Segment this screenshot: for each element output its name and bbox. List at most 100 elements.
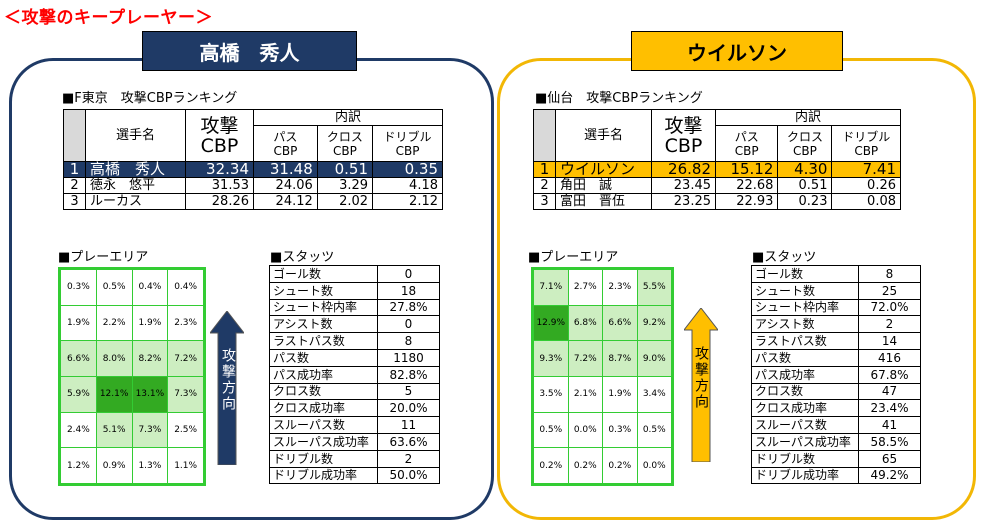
header-breakdown: 内訳 <box>715 109 901 126</box>
stat-value: 11 <box>377 416 440 434</box>
header-pass-cbp: パス CBP <box>253 125 318 162</box>
stats-row: アシスト数 2 <box>751 315 921 334</box>
right-stats-title: ■スタッツ <box>752 250 817 265</box>
play-area-cell: 0.5% <box>95 269 133 306</box>
play-area-cell: 2.3% <box>167 304 204 342</box>
header-player: 選手名 <box>555 109 652 162</box>
stat-value: 5 <box>377 382 440 401</box>
play-area-row: 1.2% 0.9% 1.3% 1.1% <box>60 447 204 484</box>
play-area-row: 2.4% 5.1% 7.3% 2.5% <box>60 411 204 449</box>
play-area-cell: 3.5% <box>533 375 569 413</box>
stats-row: ゴール数 8 <box>751 265 921 283</box>
stat-label: ゴール数 <box>269 265 378 283</box>
stat-value: 20.0% <box>377 399 440 418</box>
stat-label: ゴール数 <box>751 265 859 283</box>
stats-row: クロス数 5 <box>269 382 440 401</box>
left-attack-direction-arrow <box>210 311 244 465</box>
left-stats-title: ■スタッツ <box>270 250 335 265</box>
stat-value: 8 <box>377 332 440 350</box>
stat-label: クロス数 <box>269 382 378 401</box>
play-area-cell: 2.3% <box>602 269 638 306</box>
stats-row: ラストパス数 8 <box>269 332 440 350</box>
play-area-cell: 7.1% <box>533 269 569 306</box>
header-pass-cbp: パス CBP <box>714 125 779 162</box>
stat-value: 67.8% <box>858 365 921 384</box>
stat-value: 416 <box>858 348 921 367</box>
left-stats-table: ゴール数 0 シュート数 18 シュート枠内率 27.8% アシスト数 0 ラストパス数 8 パス数… <box>269 265 440 485</box>
play-area-cell: 0.3% <box>602 411 638 449</box>
stats-row: ドリブル数 2 <box>269 449 440 468</box>
table-row: 1 ウイルソン 26.82 15.12 4.30 7.41 <box>533 161 901 178</box>
stat-label: ドリブル成功率 <box>751 466 859 485</box>
stat-value: 23.4% <box>858 399 921 418</box>
stats-row: パス成功率 82.8% <box>269 365 440 384</box>
play-area-row: 0.2% 0.2% 0.2% 0.0% <box>533 447 672 484</box>
stat-label: パス成功率 <box>269 365 378 384</box>
play-area-cell: 0.2% <box>602 447 638 484</box>
stat-label: スルーパス成功率 <box>269 432 378 451</box>
play-area-cell: 0.2% <box>533 447 569 484</box>
play-area-cell: 1.1% <box>167 447 204 484</box>
play-area-row: 0.5% 0.0% 0.3% 0.5% <box>533 411 672 449</box>
play-area-cell: 0.2% <box>567 447 603 484</box>
play-area-cell: 13.1% <box>131 375 169 413</box>
header-dribble-cbp: ドリブル CBP <box>831 125 901 162</box>
play-area-cell: 12.1% <box>95 375 133 413</box>
stats-row: スルーパス数 41 <box>751 416 921 434</box>
play-area-row: 1.9% 2.2% 1.9% 2.3% <box>60 304 204 342</box>
stat-label: パス数 <box>751 348 859 367</box>
table-row: 3 富田 晋伍 23.25 22.93 0.23 0.08 <box>533 193 901 210</box>
play-area-cell: 5.1% <box>95 411 133 449</box>
stat-value: 0 <box>377 265 440 283</box>
play-area-row: 6.6% 8.0% 8.2% 7.2% <box>60 340 204 377</box>
play-area-cell: 0.4% <box>131 269 169 306</box>
play-area-row: 0.3% 0.5% 0.4% 0.4% <box>60 269 204 306</box>
stats-row: シュート数 25 <box>751 281 921 300</box>
right-ranking-title: ■仙台 攻撃CBPランキング <box>535 91 703 106</box>
stat-label: シュート枠内率 <box>751 298 859 317</box>
stat-label: シュート数 <box>269 281 378 300</box>
play-area-cell: 2.7% <box>567 269 603 306</box>
stat-value: 65 <box>858 449 921 468</box>
right-stats-table: ゴール数 8 シュート数 25 シュート枠内率 72.0% アシスト数 2 ラストパス数 14 パス… <box>751 265 921 485</box>
play-area-row: 12.9% 6.8% 6.6% 9.2% <box>533 304 672 342</box>
play-area-cell: 8.7% <box>602 340 638 377</box>
play-area-cell: 1.9% <box>60 304 97 342</box>
stat-value: 58.5% <box>858 432 921 451</box>
header-attack-cbp: 攻撃 CBP <box>651 109 716 162</box>
stat-value: 14 <box>858 332 921 350</box>
play-area-cell: 5.9% <box>60 375 97 413</box>
stat-label: スルーパス成功率 <box>751 432 859 451</box>
stats-row: クロス数 47 <box>751 382 921 401</box>
stats-row: ドリブル数 65 <box>751 449 921 468</box>
header-attack-cbp: 攻撃 CBP <box>185 109 254 162</box>
play-area-cell: 0.3% <box>60 269 97 306</box>
play-area-cell: 1.3% <box>131 447 169 484</box>
left-arrow-label: 攻撃方向 <box>220 348 236 412</box>
stat-label: ドリブル成功率 <box>269 466 378 485</box>
stat-value: 27.8% <box>377 298 440 317</box>
stat-label: パス数 <box>269 348 378 367</box>
play-area-cell: 0.5% <box>533 411 569 449</box>
stat-label: ラストパス数 <box>269 332 378 350</box>
stat-label: クロス数 <box>751 382 859 401</box>
play-area-cell: 9.3% <box>533 340 569 377</box>
stats-row: クロス成功率 23.4% <box>751 399 921 418</box>
play-area-cell: 0.9% <box>95 447 133 484</box>
header-cross-cbp: クロス CBP <box>316 125 374 162</box>
stats-row: スルーパス成功率 58.5% <box>751 432 921 451</box>
play-area-cell: 2.5% <box>167 411 204 449</box>
play-area-cell: 12.9% <box>533 304 569 342</box>
header-breakdown: 内訳 <box>253 109 443 126</box>
play-area-cell: 1.9% <box>602 375 638 413</box>
stats-row: ドリブル成功率 49.2% <box>751 466 921 485</box>
stat-value: 50.0% <box>377 466 440 485</box>
play-area-cell: 3.4% <box>636 375 672 413</box>
play-area-row: 9.3% 7.2% 8.7% 9.0% <box>533 340 672 377</box>
play-area-cell: 0.0% <box>567 411 603 449</box>
stat-value: 18 <box>377 281 440 300</box>
stat-label: パス成功率 <box>751 365 859 384</box>
left-play-area-title: ■プレーエリア <box>58 250 149 265</box>
table-row: 2 徳永 悠平 31.53 24.06 3.29 4.18 <box>63 177 443 194</box>
play-area-cell: 0.5% <box>636 411 672 449</box>
